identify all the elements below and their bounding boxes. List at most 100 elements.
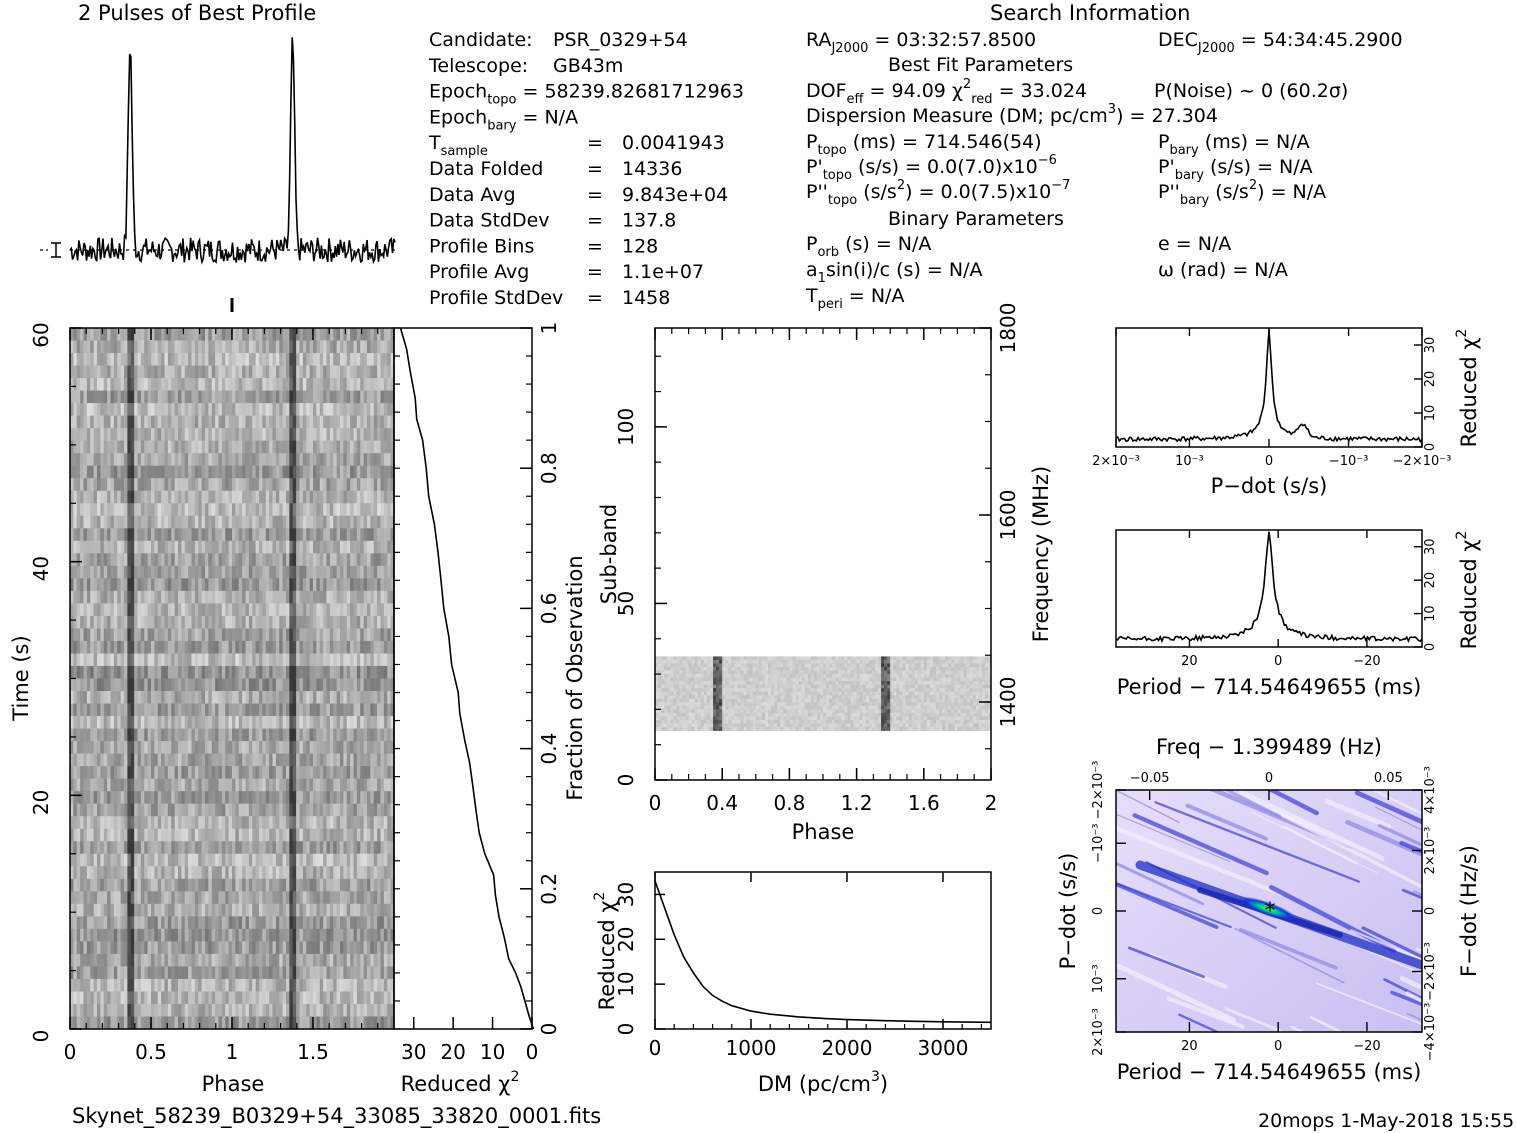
time-phase-cell <box>255 340 260 354</box>
time-phase-cell <box>198 565 203 579</box>
time-phase-cell <box>140 903 145 917</box>
time-phase-cell <box>350 853 354 867</box>
time-phase-cell <box>93 628 98 642</box>
time-phase-cell <box>242 953 246 967</box>
time-phase-cell <box>144 503 149 517</box>
time-phase-cell <box>117 428 122 442</box>
time-phase-cell <box>137 878 142 892</box>
time-phase-cell <box>383 791 388 805</box>
time-phase-cell <box>275 428 280 442</box>
time-phase-cell <box>211 716 216 729</box>
time-phase-cell <box>215 565 219 579</box>
time-phase-cell <box>370 803 375 817</box>
time-phase-cell <box>211 578 216 592</box>
time-phase-cell <box>387 353 392 366</box>
time-phase-cell <box>336 665 341 679</box>
time-phase-cell <box>373 703 378 717</box>
time-phase-cell <box>198 378 203 391</box>
time-phase-cell <box>299 490 304 504</box>
time-phase-cell <box>333 403 338 417</box>
time-phase-cell <box>130 390 135 404</box>
time-phase-cell <box>147 928 152 942</box>
time-phase-cell <box>137 828 142 842</box>
time-phase-cell <box>309 953 314 967</box>
time-phase-cell <box>97 916 101 930</box>
time-phase-cell <box>289 490 294 504</box>
time-phase-cell <box>107 390 111 404</box>
time-phase-cell <box>134 478 138 492</box>
time-phase-cell <box>127 803 132 817</box>
time-phase-cell <box>198 640 203 654</box>
time-phase-cell <box>171 478 176 492</box>
time-phase-cell <box>292 791 297 805</box>
time-phase-cell <box>218 878 223 892</box>
time-phase-cell <box>286 653 290 667</box>
time-phase-cell <box>225 390 230 404</box>
time-phase-cell <box>302 778 307 792</box>
time-phase-cell <box>86 553 91 567</box>
time-phase-cell <box>275 415 280 429</box>
time-phase-cell <box>340 415 344 429</box>
time-phase-cell <box>232 503 236 517</box>
time-phase-cell <box>292 928 297 942</box>
time-phase-cell <box>211 891 216 905</box>
time-phase-cell <box>238 378 243 391</box>
time-phase-cell <box>228 791 233 805</box>
time-phase-cell <box>211 816 216 830</box>
time-phase-cell <box>73 378 78 391</box>
time-phase-cell <box>252 478 257 492</box>
time-phase-cell <box>80 365 84 379</box>
time-phase-cell <box>188 615 192 629</box>
time-phase-cell <box>306 640 311 654</box>
time-phase-cell <box>380 478 385 492</box>
time-phase-cell <box>299 590 304 604</box>
time-phase-cell <box>130 665 135 679</box>
time-phase-cell <box>221 428 226 442</box>
time-phase-cell <box>353 540 358 554</box>
time-phase-cell <box>333 691 338 704</box>
time-phase-cell <box>367 916 371 930</box>
time-phase-cell <box>346 478 351 492</box>
time-phase-cell <box>117 503 122 517</box>
time-phase-cell <box>208 766 213 780</box>
time-phase-cell <box>110 791 115 805</box>
time-phase-cell <box>302 340 307 354</box>
time-phase-cell <box>252 528 257 542</box>
time-phase-cell <box>134 703 138 717</box>
time-phase-cell <box>76 603 81 617</box>
pddbary-value: ) = N/A <box>1257 181 1326 203</box>
time-phase-cell <box>380 628 385 642</box>
time-phase-cell <box>73 428 78 442</box>
time-phase-cell <box>383 353 388 366</box>
time-phase-cell <box>255 615 260 629</box>
time-phase-cell <box>319 515 324 529</box>
time-phase-cell <box>161 640 165 654</box>
time-phase-cell <box>171 741 176 755</box>
time-phase-cell <box>265 766 270 780</box>
time-phase-cell <box>232 791 236 805</box>
time-phase-cell <box>205 678 209 692</box>
time-phase-cell <box>228 853 233 867</box>
time-phase-cell <box>259 390 263 404</box>
time-phase-cell <box>124 478 128 492</box>
time-phase-cell <box>333 553 338 567</box>
time-phase-cell <box>83 640 88 654</box>
time-phase-cell <box>144 928 149 942</box>
time-phase-cell <box>144 415 149 429</box>
time-phase-cell <box>124 615 128 629</box>
time-phase-cell <box>309 728 314 742</box>
time-phase-cell <box>302 465 307 479</box>
time-phase-cell <box>245 791 250 805</box>
time-phase-cell <box>387 528 392 542</box>
time-phase-cell <box>265 340 270 354</box>
time-phase-cell <box>73 353 78 366</box>
time-phase-cell <box>86 665 91 679</box>
time-phase-cell <box>329 615 334 629</box>
time-phase-cell <box>265 703 270 717</box>
time-phase-cell <box>191 390 196 404</box>
time-phase-cell <box>228 565 233 579</box>
time-phase-cell <box>178 803 182 817</box>
time-phase-cell <box>127 778 132 792</box>
time-phase-cell <box>147 578 152 592</box>
time-phase-cell <box>184 778 189 792</box>
